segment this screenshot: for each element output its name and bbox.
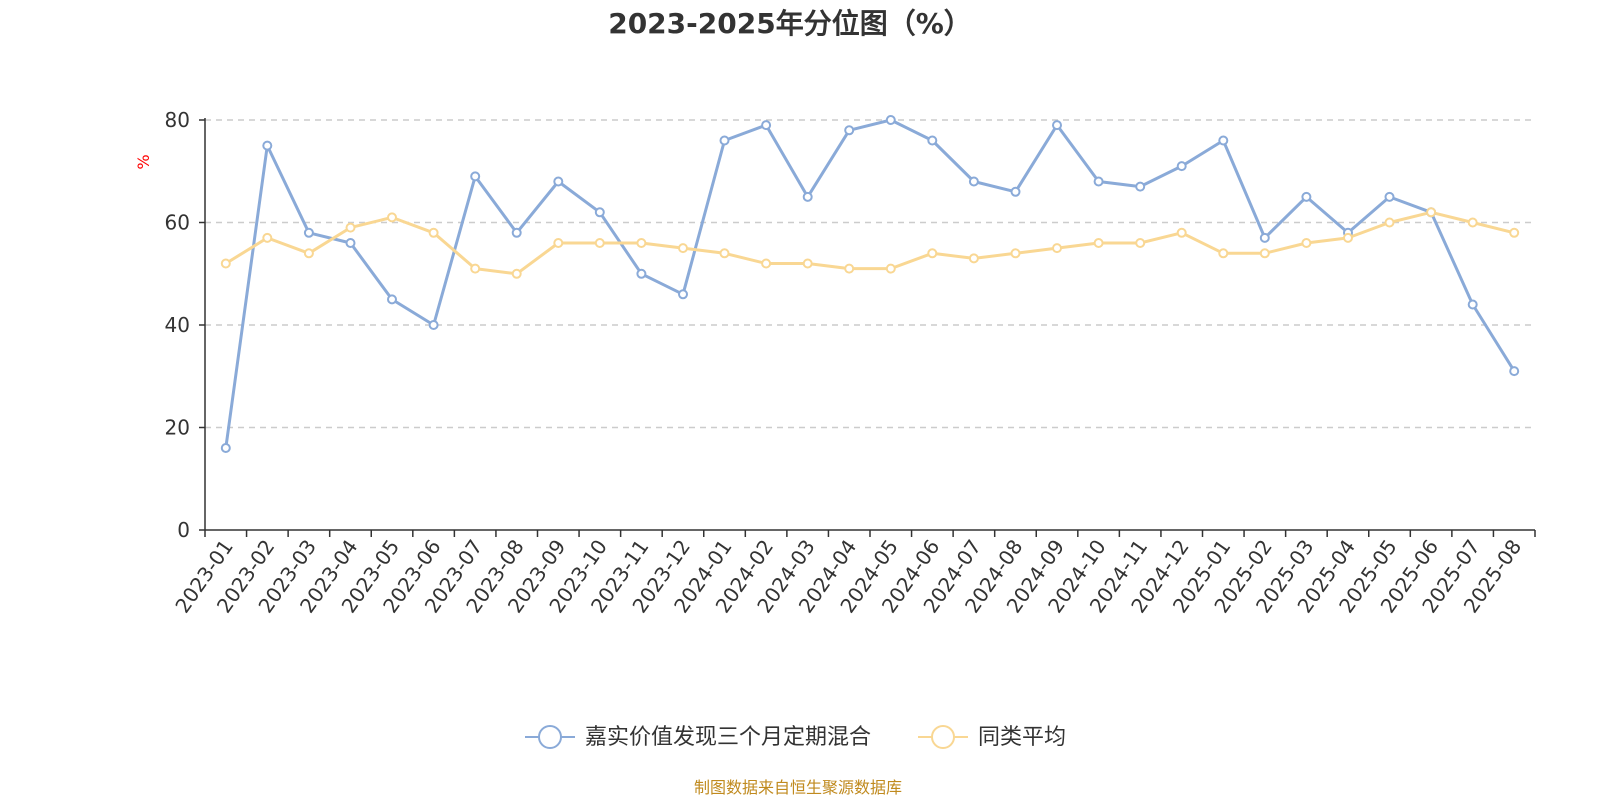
data-point-series-1-2025-08: [1509, 366, 1520, 377]
x-tick-labels: 2023-012023-022023-032023-042023-052023-…: [170, 535, 1526, 617]
grid-lines: [205, 119, 1535, 429]
data-point-series-1-2024-07: [968, 176, 979, 187]
data-point-series-1-2024-04: [844, 125, 855, 136]
data-point-series-2-2024-11: [1135, 238, 1146, 248]
data-point-series-2-2024-04: [844, 263, 855, 274]
data-point-series-1-2024-05: [885, 115, 896, 125]
data-point-series-1-2023-03: [303, 227, 314, 238]
data-point-series-1-2023-02: [262, 140, 273, 151]
chart-title: 2023-2025年分位图（%）: [608, 7, 972, 40]
legend-label-series-1: 嘉实价值发现三个月定期混合: [585, 725, 871, 750]
data-point-series-1-2023-09: [553, 176, 564, 187]
data-point-series-2-2023-04: [345, 222, 356, 233]
data-point-series-1-2023-05: [387, 294, 397, 305]
data-point-series-2-2025-05: [1384, 217, 1395, 228]
data-point-series-2-2023-02: [262, 232, 273, 243]
data-point-series-2-2024-02: [761, 258, 772, 269]
series-line-1: [224, 118, 1516, 449]
series-group: [220, 115, 1520, 453]
y-tick-label-0: 0: [177, 518, 190, 542]
data-point-series-1-2023-01: [220, 443, 231, 453]
data-point-series-1-2025-03: [1301, 191, 1312, 202]
data-point-series-2-2024-10: [1093, 238, 1104, 248]
data-point-series-2-2025-01: [1218, 248, 1229, 259]
data-point-series-2-2024-03: [802, 258, 813, 269]
data-point-series-2-2023-06: [428, 227, 439, 238]
data-point-series-1-2023-06: [428, 320, 439, 330]
legend-item-series-2[interactable]: 同类平均: [918, 725, 1066, 750]
axes: [199, 118, 1536, 537]
data-point-series-2-2025-06: [1426, 207, 1437, 218]
data-point-series-1-2024-08: [1010, 186, 1021, 197]
legend: 嘉实价值发现三个月定期混合 同类平均: [525, 725, 1066, 750]
legend-marker-series-2: [931, 725, 955, 749]
data-point-series-1-2024-10: [1093, 176, 1104, 187]
data-point-series-1-2023-12: [678, 289, 688, 300]
data-point-series-2-2025-03: [1301, 238, 1312, 248]
data-point-series-1-2024-02: [761, 120, 772, 131]
data-point-series-2-2023-08: [511, 268, 522, 279]
data-point-series-2-2024-09: [1052, 243, 1062, 254]
y-tick-label-60: 60: [165, 211, 190, 235]
data-point-series-2-2025-08: [1509, 227, 1520, 238]
data-point-series-1-2025-01: [1218, 135, 1229, 146]
data-point-series-2-2025-07: [1467, 217, 1478, 228]
data-point-series-1-2023-04: [345, 238, 356, 248]
data-point-series-2-2023-11: [636, 238, 647, 248]
legend-item-series-1[interactable]: 嘉实价值发现三个月定期混合: [525, 725, 871, 750]
data-point-series-1-2023-07: [470, 171, 481, 182]
data-point-series-1-2024-11: [1135, 181, 1146, 192]
data-point-series-2-2025-02: [1259, 248, 1270, 259]
y-tick-label-40: 40: [165, 313, 190, 337]
source-note: 制图数据来自恒生聚源数据库: [694, 778, 902, 797]
data-point-series-1-2025-05: [1384, 191, 1395, 202]
data-point-series-2-2023-05: [387, 212, 397, 223]
data-point-series-2-2023-01: [220, 258, 231, 269]
data-point-series-1-2024-01: [719, 135, 730, 146]
data-point-series-2-2023-12: [678, 243, 688, 254]
y-tick-labels: 0 20 40 60 80: [165, 108, 190, 542]
data-point-series-2-2025-04: [1343, 232, 1353, 243]
data-point-series-1-2025-07: [1467, 299, 1478, 310]
data-point-series-1-2024-06: [927, 135, 938, 146]
data-point-series-1-2023-11: [636, 268, 647, 279]
series-line-2: [225, 210, 1515, 276]
y-axis-unit: %: [134, 154, 153, 169]
data-point-series-2-2023-07: [470, 263, 481, 274]
data-point-series-2-2023-09: [553, 238, 564, 248]
legend-label-series-2: 同类平均: [978, 725, 1066, 750]
data-point-series-1-2023-08: [511, 227, 522, 238]
data-point-series-1-2025-02: [1259, 232, 1270, 243]
data-point-series-1-2023-10: [594, 207, 605, 218]
legend-marker-series-1: [538, 725, 562, 749]
data-point-series-2-2024-05: [885, 263, 896, 274]
data-point-series-2-2024-07: [968, 253, 979, 264]
data-point-series-2-2024-01: [719, 248, 730, 259]
y-tick-label-20: 20: [165, 416, 190, 440]
y-tick-label-80: 80: [165, 108, 190, 132]
data-point-series-2-2023-10: [594, 238, 605, 248]
data-point-series-2-2024-08: [1010, 248, 1021, 259]
data-point-series-1-2024-03: [802, 191, 813, 202]
data-point-series-2-2024-06: [927, 248, 938, 259]
data-point-series-1-2024-12: [1176, 161, 1187, 172]
data-point-series-1-2024-09: [1052, 120, 1062, 131]
data-point-series-2-2023-03: [303, 248, 314, 259]
data-point-series-2-2024-12: [1176, 227, 1187, 238]
